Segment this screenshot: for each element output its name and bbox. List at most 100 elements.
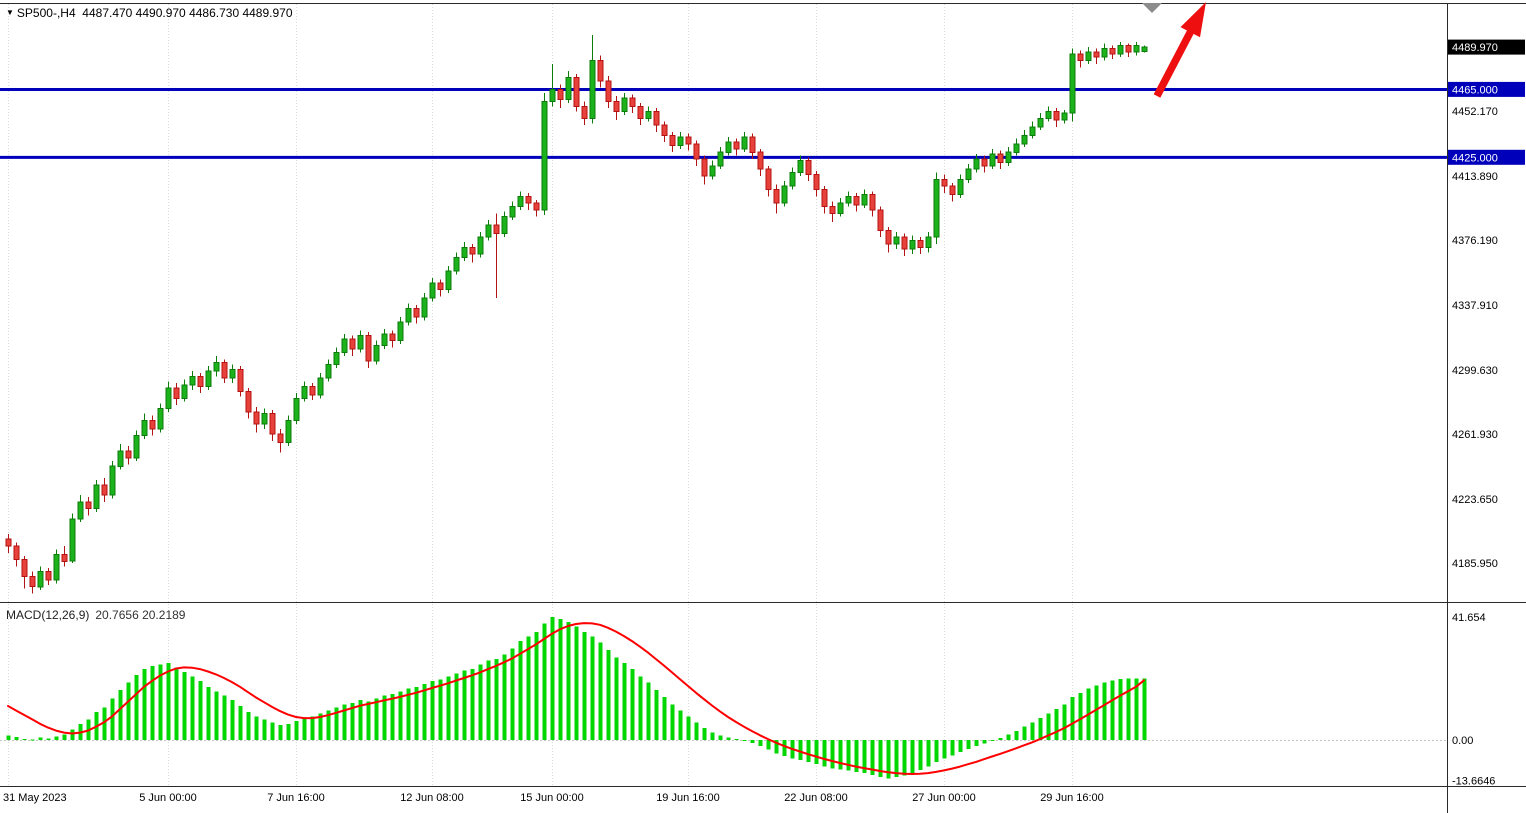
candle-body [821,189,828,208]
macd-bar [278,725,283,740]
candle-body [181,384,188,399]
macd-bar [310,716,315,740]
candle-body [645,111,652,119]
macd-name-label: MACD(12,26,9) [6,608,90,622]
candle-body [469,246,476,255]
candle-body [1109,48,1116,55]
macd-bar [494,658,499,740]
macd-bar [62,734,67,740]
candle-body [101,484,108,496]
candle-body [493,224,500,235]
macd-bar [894,740,899,778]
macd-bar [566,621,571,740]
macd-bar [918,740,923,771]
candle-body [1029,126,1036,136]
candle-body [1133,44,1140,53]
candle-body [261,413,268,425]
macd-bar [654,689,659,740]
candle-body [541,100,548,211]
candle-body [605,80,612,102]
price-axis-label: 4223.650 [1452,494,1498,506]
candle-body [589,60,596,119]
candle-body [1005,151,1012,163]
macd-bar [742,740,747,741]
macd-bar [174,667,179,740]
candle-body [565,77,572,101]
macd-axis-label: -13.6646 [1452,775,1495,787]
macd-bar [334,707,339,740]
macd-bar [254,716,259,740]
candle-body [893,236,900,245]
candle-body [1117,44,1124,55]
macd-bar [342,704,347,740]
candle-body [269,413,276,435]
candle-body [21,559,28,578]
candle-body [1037,117,1044,128]
red-up-trend-arrow[interactable] [1153,2,1206,98]
macd-bar [446,676,451,740]
macd-bar [478,664,483,740]
candle-body [509,206,516,218]
macd-signal-line [7,622,1145,775]
candle-body [301,386,308,399]
last-price-badge-label: 4489.970 [1452,42,1498,54]
candle-body [1021,134,1028,145]
time-axis-label: 12 Jun 08:00 [400,792,464,804]
macd-bar [358,700,363,740]
candle-body [1053,111,1060,121]
candle-body [789,172,796,187]
macd-bar [1118,679,1123,740]
macd-bar [46,738,51,740]
macd-bar [758,740,763,746]
macd-bar [702,728,707,740]
candle-body [53,554,60,581]
macd-bar [166,663,171,740]
macd-bar [350,703,355,740]
macd-bar [574,626,579,740]
candle-body [1093,51,1100,58]
candle-body [517,195,524,208]
macd-bar [518,641,523,740]
macd-histogram [6,617,1147,779]
macd-bar [238,706,243,740]
price-axis-label: 4299.630 [1452,365,1498,377]
candle-body [349,338,356,350]
macd-bar [390,694,395,740]
candle-body [701,158,708,177]
object-anchor-triangle[interactable] [1142,3,1162,13]
candle-body [485,224,492,238]
candle-body [581,105,588,119]
candle-body [797,160,804,174]
candle-body [461,246,468,259]
macd-bar [806,740,811,763]
candle-body [309,386,316,396]
candle-body [205,370,212,388]
macd-indicator-label: MACD(12,26,9) 20.7656 20.2189 [6,608,185,622]
time-axis-label: 19 Jun 16:00 [656,792,720,804]
candle-body [1069,53,1076,114]
macd-bar [998,738,1003,740]
candle-body [1077,53,1084,62]
candle-body [653,111,660,126]
macd-bar [190,676,195,740]
candle-body [197,375,204,387]
candle-body [557,88,564,101]
macd-bar [1070,697,1075,740]
macd-bar [262,719,267,740]
macd-bar [774,740,779,754]
candle-body [1045,111,1052,119]
time-axis-label: 7 Jun 16:00 [267,792,325,804]
macd-bar [158,664,163,740]
candle-body [45,571,52,581]
candle-body [5,538,12,547]
candle-body [941,178,948,187]
macd-bar [102,707,107,740]
candle-body [861,194,868,206]
macd-bar [950,740,955,756]
macd-bar [598,642,603,740]
macd-bar [662,697,667,740]
candle-body [501,216,508,235]
candle-body [869,194,876,211]
